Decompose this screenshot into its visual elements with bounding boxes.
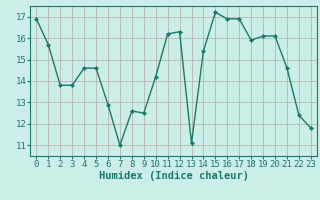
X-axis label: Humidex (Indice chaleur): Humidex (Indice chaleur) — [99, 171, 249, 181]
